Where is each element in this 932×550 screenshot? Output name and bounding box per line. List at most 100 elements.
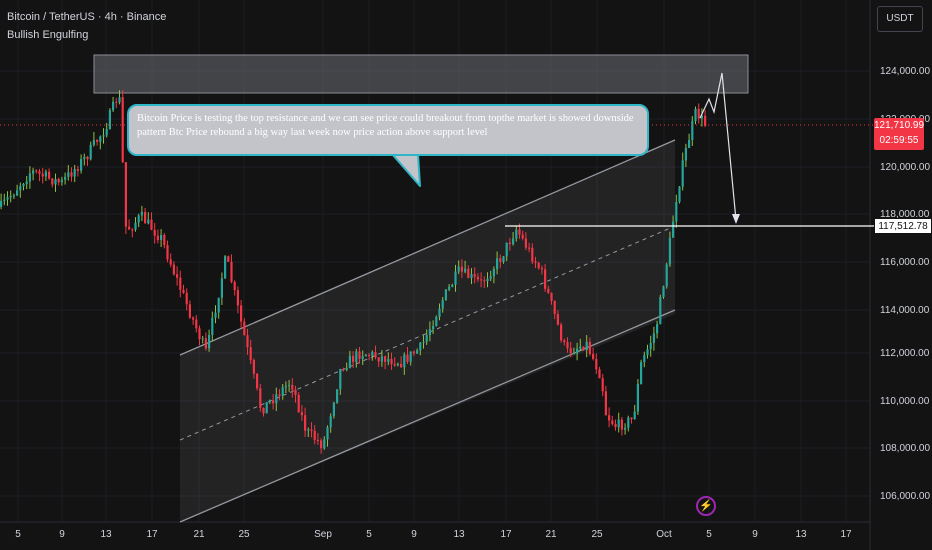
- time-label: 21: [545, 529, 557, 540]
- candle-body: [550, 292, 553, 301]
- channel-mid-line: [179, 225, 676, 441]
- candle-body: [300, 412, 303, 416]
- candle-body: [668, 237, 671, 265]
- candle-body: [579, 346, 582, 349]
- indicator-label[interactable]: Bullish Engulfing: [7, 29, 89, 41]
- candle-body: [576, 348, 579, 354]
- candle-body: [67, 172, 70, 177]
- candle-body: [348, 355, 351, 369]
- candle-body: [265, 402, 268, 414]
- candle-body: [16, 190, 19, 196]
- candle-body: [457, 266, 460, 272]
- candle-body: [531, 247, 534, 262]
- candle-body: [521, 234, 524, 239]
- candle-body: [156, 235, 159, 240]
- candle-body: [563, 340, 566, 343]
- candle-body: [665, 264, 668, 287]
- candle-body: [172, 264, 175, 275]
- channel-fill: [180, 140, 675, 522]
- candle-body: [569, 348, 572, 354]
- candle-body: [131, 229, 134, 231]
- candle-body: [515, 229, 518, 239]
- candle-body: [627, 417, 630, 428]
- callout-annotation[interactable]: Bitcoin Price is testing the top resista…: [127, 104, 649, 156]
- candle-body: [512, 238, 515, 244]
- candle-body: [460, 266, 463, 272]
- candle-body: [64, 176, 67, 180]
- candle-body: [326, 427, 329, 440]
- time-label: 13: [795, 529, 807, 540]
- candle-body: [262, 407, 265, 414]
- symbol-title[interactable]: Bitcoin / TetherUS · 4h · Binance: [7, 11, 167, 23]
- candle-body: [188, 304, 191, 318]
- candle-body: [153, 229, 156, 236]
- candle-body: [582, 346, 585, 351]
- price-label: 120,000.00: [880, 162, 931, 173]
- currency-button[interactable]: USDT: [877, 6, 923, 32]
- candle-body: [275, 394, 278, 404]
- candle-body: [384, 356, 387, 362]
- price-label: 112,000.00: [880, 348, 930, 359]
- candle-body: [416, 350, 419, 354]
- candle-body: [160, 234, 163, 240]
- candle-body: [441, 300, 444, 309]
- candle-body: [112, 101, 115, 111]
- candle-body: [249, 347, 252, 361]
- candle-body: [320, 440, 323, 449]
- candle-body: [284, 385, 287, 388]
- candle-body: [339, 369, 342, 390]
- candle-body: [323, 439, 326, 449]
- candle-body: [272, 400, 275, 404]
- candle-body: [51, 178, 54, 185]
- candle-body: [614, 423, 617, 428]
- candle-body: [128, 226, 131, 230]
- candle-body: [288, 384, 291, 386]
- candle-body: [377, 357, 380, 362]
- candle-body: [304, 415, 307, 431]
- candle-body: [224, 256, 227, 279]
- candle-body: [102, 135, 105, 137]
- price-label: 110,000.00: [880, 396, 930, 407]
- candle-body: [22, 183, 25, 187]
- candle-body: [572, 353, 575, 355]
- candle-body: [294, 389, 297, 395]
- candle-body: [147, 219, 150, 224]
- candle-body: [476, 276, 479, 280]
- candle-body: [608, 415, 611, 421]
- candle-body: [368, 354, 371, 356]
- candle-body: [524, 238, 527, 248]
- candle-body: [105, 129, 108, 136]
- candle-body: [352, 355, 355, 362]
- candle-body: [60, 179, 63, 183]
- candle-body: [80, 159, 83, 171]
- candle-body: [108, 110, 111, 130]
- lightning-bolt-icon[interactable]: ⚡: [696, 496, 716, 516]
- candle-body: [364, 354, 367, 357]
- candle-body: [534, 261, 537, 263]
- time-label: 5: [15, 529, 21, 540]
- candle-body: [496, 258, 499, 270]
- candle-body: [332, 402, 335, 417]
- candle-body: [656, 324, 659, 334]
- candle-body: [409, 351, 412, 362]
- candle-body: [396, 363, 399, 366]
- candle-body: [467, 268, 470, 279]
- last-price-value: 121,710.99: [874, 120, 925, 131]
- candle-body: [428, 329, 431, 336]
- candle-body: [630, 417, 633, 420]
- candle-body: [681, 160, 684, 187]
- candle-body: [182, 289, 185, 293]
- candle-body: [540, 268, 543, 270]
- candle-body: [604, 391, 607, 416]
- candle-body: [118, 97, 121, 103]
- candle-body: [620, 419, 623, 430]
- candle-body: [220, 278, 223, 298]
- candle-body: [342, 369, 345, 371]
- time-label: Oct: [656, 529, 672, 540]
- candle-body: [492, 269, 495, 277]
- candle-body: [684, 147, 687, 161]
- candle-body: [432, 326, 435, 330]
- candle-body: [688, 140, 691, 148]
